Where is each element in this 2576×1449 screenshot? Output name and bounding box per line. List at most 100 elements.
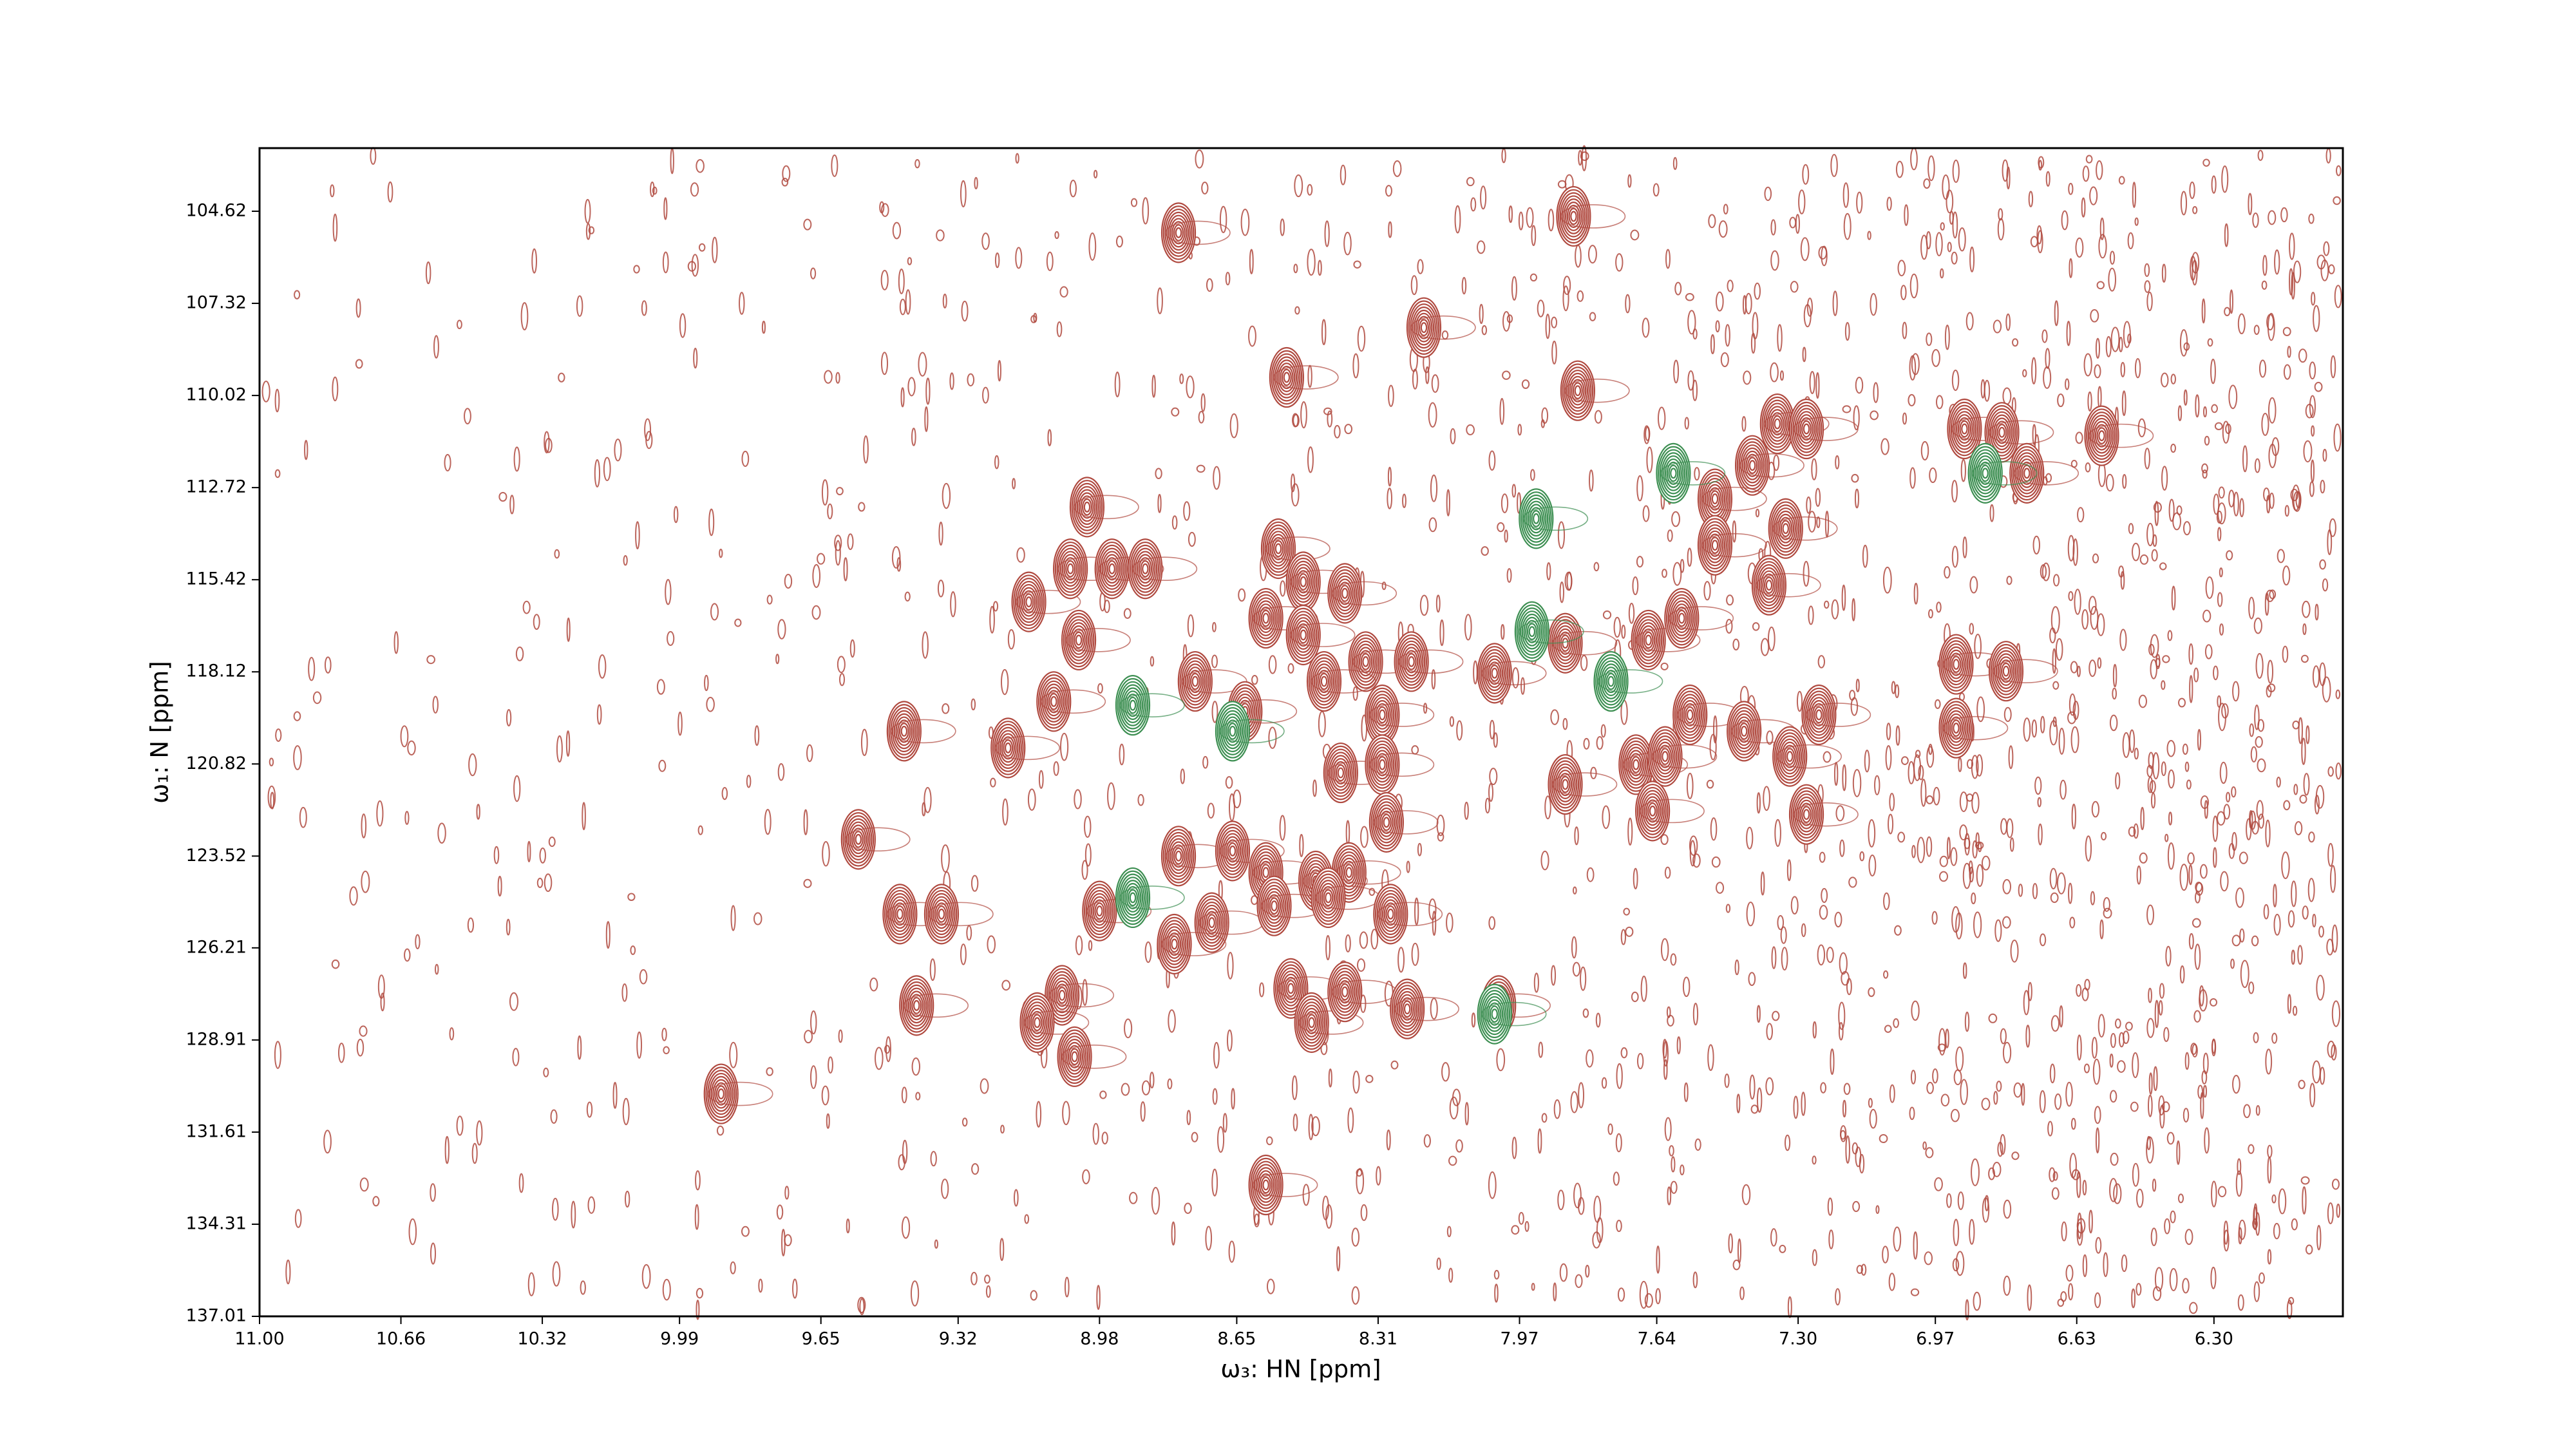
peak-contour (1308, 1017, 1315, 1028)
peak-contour (1782, 523, 1790, 535)
peak-contour (1071, 480, 1103, 535)
noise-contour (1713, 715, 1718, 744)
noise-contour (1449, 1096, 1459, 1120)
y-tick-label: 131.61 (186, 1121, 247, 1141)
peak-contour (1191, 676, 1199, 687)
noise-contour (2091, 1037, 2098, 1059)
noise-contour (2322, 448, 2327, 462)
noise-contour (1973, 1291, 1981, 1311)
peak-contour (1999, 659, 2013, 683)
noise-contour (1636, 556, 1644, 568)
noise-contour (2219, 623, 2224, 636)
noise-contour (1290, 473, 1296, 493)
peak (1160, 202, 1231, 263)
peak-contour (1949, 652, 1964, 676)
noise-contour (1494, 1283, 1499, 1303)
noise-contour (1687, 370, 1694, 391)
noise-contour (1499, 397, 1505, 425)
noise-contour (1101, 1132, 1108, 1145)
peak-contour (1058, 547, 1083, 590)
noise-contour (1201, 182, 1209, 194)
peak-contour (1994, 421, 2009, 444)
peak-contour (1529, 507, 1544, 531)
peak-contour (1334, 575, 1356, 612)
peak-contour (1048, 693, 1059, 710)
peak-contour (1255, 600, 1276, 636)
peak-contour (1274, 356, 1299, 399)
peak-contour (1338, 980, 1352, 1004)
peak-contour (1732, 710, 1757, 753)
noise-contour (1828, 1229, 1834, 1249)
peak-contour (1318, 880, 1339, 916)
noise-contour (1835, 1288, 1841, 1306)
noise-contour (1455, 1139, 1463, 1153)
noise-contour (476, 804, 480, 820)
peak-contour (1745, 453, 1759, 477)
peak-contour (2096, 427, 2107, 444)
noise-contour (2238, 1219, 2246, 1240)
noise-contour (2251, 935, 2259, 947)
peak (1751, 554, 1821, 616)
noise-contour (1927, 155, 1935, 182)
noise-contour (2318, 662, 2326, 687)
peak-contour (1316, 876, 1341, 919)
peak-contour (1170, 841, 1188, 871)
noise-contour (673, 506, 679, 524)
peak-contour (1946, 710, 1967, 746)
noise-contour (1939, 855, 1948, 867)
noise-contour (2302, 1186, 2307, 1215)
peak-contour (1486, 658, 1504, 688)
peak-contour (1108, 563, 1115, 574)
noise-contour (1946, 189, 1954, 214)
noise-contour (1299, 833, 1304, 858)
peak-contour (1406, 653, 1417, 670)
noise-contour (1047, 429, 1052, 446)
noise-contour (1708, 214, 1716, 229)
noise-contour (2199, 864, 2208, 879)
noise-contour (1493, 1269, 1500, 1280)
peak-contour (1281, 368, 1292, 386)
noise-contour (1736, 1094, 1741, 1113)
peak-contour (1063, 612, 1095, 668)
noise-contour (2235, 887, 2244, 908)
peak-contour (1479, 987, 1511, 1041)
noise-contour (1627, 174, 1632, 188)
noise-contour (838, 672, 846, 687)
noise-contour (1969, 576, 1978, 594)
noise-contour (1867, 231, 1871, 240)
peak-contour (907, 990, 925, 1021)
noise-contour (1501, 493, 1509, 513)
noise-contour (2034, 776, 2042, 795)
noise-contour (1000, 1124, 1005, 1134)
peak-contour (938, 908, 945, 920)
peak-contour (1768, 409, 1786, 439)
noise-contour (2312, 1060, 2321, 1084)
noise-contour (863, 435, 869, 464)
noise-contour (899, 298, 906, 316)
peak-contour (1674, 687, 1706, 743)
noise-contour (1551, 340, 1557, 365)
noise-contour (571, 1200, 576, 1229)
noise-contour (1344, 424, 1353, 435)
noise-contour (539, 847, 546, 864)
peak-contour (1383, 902, 1398, 926)
y-tick-label: 128.91 (186, 1029, 247, 1049)
noise-contour (2099, 919, 2104, 940)
peak-contour (1775, 510, 1796, 547)
peak-contour (1378, 807, 1396, 837)
noise-contour (1481, 325, 1488, 336)
noise-contour (1307, 365, 1312, 388)
noise-contour (1294, 174, 1303, 198)
noise-contour (565, 730, 571, 757)
peak-contour (1525, 620, 1539, 643)
noise-contour (2148, 987, 2152, 1003)
peak-contour (1785, 748, 1795, 765)
noise-contour (1592, 1231, 1601, 1249)
peak-contour (1989, 411, 2014, 453)
peak-contour (1489, 1005, 1500, 1023)
noise-contour (2154, 1267, 2164, 1292)
noise-contour (2097, 657, 2102, 669)
peak-contour (1296, 995, 1328, 1050)
peak-contour (1159, 916, 1190, 972)
noise-contour (509, 992, 518, 1011)
